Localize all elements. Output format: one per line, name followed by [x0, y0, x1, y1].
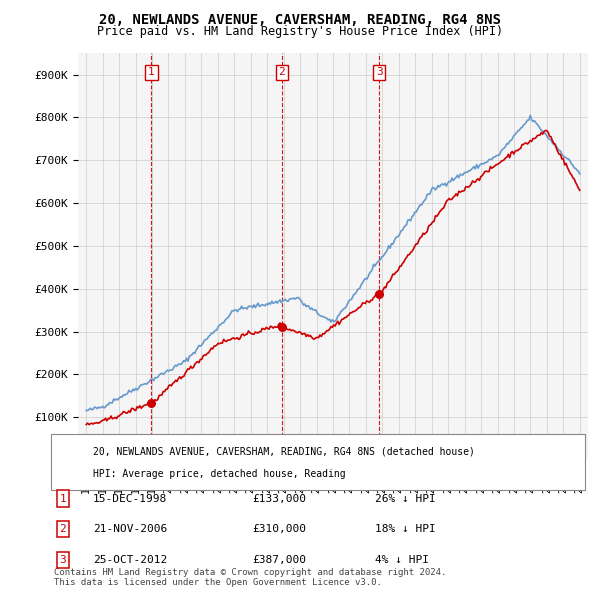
Text: HPI: Average price, detached house, Reading: HPI: Average price, detached house, Read…	[93, 469, 346, 479]
Text: 1: 1	[59, 494, 67, 503]
Text: 1: 1	[148, 67, 155, 77]
Text: 2: 2	[59, 525, 67, 534]
Text: 20, NEWLANDS AVENUE, CAVERSHAM, READING, RG4 8NS (detached house): 20, NEWLANDS AVENUE, CAVERSHAM, READING,…	[93, 447, 475, 457]
Text: 4% ↓ HPI: 4% ↓ HPI	[375, 555, 429, 565]
Text: 26% ↓ HPI: 26% ↓ HPI	[375, 494, 436, 503]
Text: £310,000: £310,000	[252, 525, 306, 534]
Text: Contains HM Land Registry data © Crown copyright and database right 2024.: Contains HM Land Registry data © Crown c…	[54, 568, 446, 577]
Text: £387,000: £387,000	[252, 555, 306, 565]
Point	[374, 290, 384, 299]
Text: £133,000: £133,000	[252, 494, 306, 503]
Point	[277, 323, 287, 332]
Text: 25-OCT-2012: 25-OCT-2012	[93, 555, 167, 565]
Text: 18% ↓ HPI: 18% ↓ HPI	[375, 525, 436, 534]
Text: 2: 2	[278, 67, 285, 77]
Text: 20, NEWLANDS AVENUE, CAVERSHAM, READING, RG4 8NS: 20, NEWLANDS AVENUE, CAVERSHAM, READING,…	[99, 13, 501, 27]
Text: 15-DEC-1998: 15-DEC-1998	[93, 494, 167, 503]
Point	[146, 398, 156, 408]
Text: 3: 3	[376, 67, 383, 77]
Text: 3: 3	[59, 555, 67, 565]
Text: Price paid vs. HM Land Registry's House Price Index (HPI): Price paid vs. HM Land Registry's House …	[97, 25, 503, 38]
Text: This data is licensed under the Open Government Licence v3.0.: This data is licensed under the Open Gov…	[54, 578, 382, 587]
Text: 21-NOV-2006: 21-NOV-2006	[93, 525, 167, 534]
